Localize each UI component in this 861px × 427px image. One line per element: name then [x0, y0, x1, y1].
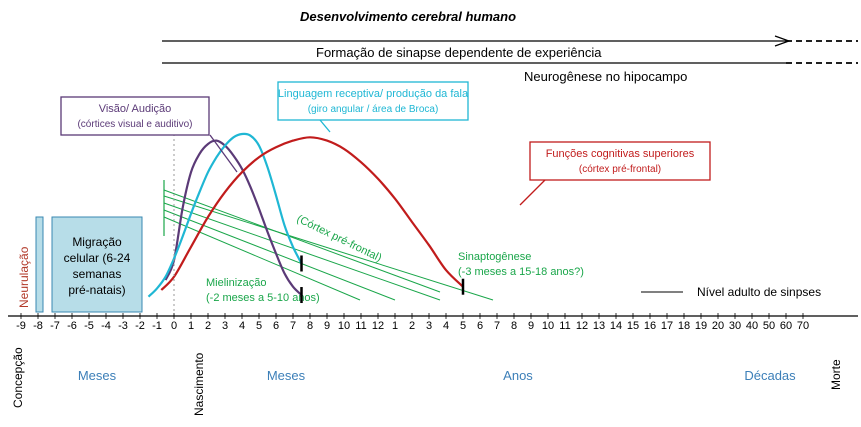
- green-line: [163, 189, 441, 293]
- x-tick-label: -1: [152, 320, 162, 332]
- x-tick-label: -7: [50, 320, 60, 332]
- synaptogenesis-label: Sinaptogênese: [458, 251, 531, 263]
- period-years: Anos: [503, 368, 533, 383]
- migration-label: celular (6-24: [64, 251, 131, 265]
- x-tick-label: 4: [443, 320, 449, 332]
- arrow-label: Neurogênese no hipocampo: [524, 69, 687, 84]
- x-tick-label: 7: [290, 320, 296, 332]
- series-label-connector: [319, 119, 331, 133]
- period-months-1: Meses: [78, 368, 117, 383]
- x-tick-label: 14: [610, 320, 622, 332]
- x-tick-label: 10: [338, 320, 350, 332]
- x-tick-label: 8: [307, 320, 313, 332]
- series-sub: (córtex pré-frontal): [579, 164, 661, 175]
- x-tick-label: 6: [477, 320, 483, 332]
- myelination-label: Mielinização: [206, 277, 267, 289]
- migration-box: [51, 216, 143, 313]
- x-tick-label: 7: [494, 320, 500, 332]
- series-label-box: [529, 141, 711, 181]
- x-tick-label: 15: [627, 320, 639, 332]
- x-tick-label: -4: [101, 320, 111, 332]
- migration-label: Migração: [72, 235, 122, 249]
- x-tick-label: -5: [84, 320, 94, 332]
- x-tick-label: 19: [695, 320, 707, 332]
- birth-label: Nascimento: [192, 352, 206, 416]
- x-tick-label: 8: [511, 320, 517, 332]
- series-label-box: [60, 96, 210, 136]
- x-tick-label: 18: [678, 320, 690, 332]
- x-tick-label: 13: [593, 320, 605, 332]
- x-tick-label: 3: [426, 320, 432, 332]
- x-tick-label: 60: [780, 320, 792, 332]
- x-tick-label: 5: [256, 320, 262, 332]
- x-tick-label: 3: [222, 320, 228, 332]
- migration-label: semanas: [73, 267, 122, 281]
- series-name: Visão/ Audição: [99, 103, 172, 115]
- vision-hearing-curve: [164, 139, 303, 296]
- death-label: Morte: [829, 359, 843, 390]
- series-sub: (córtices visual e auditivo): [77, 119, 192, 130]
- green-line: [163, 202, 441, 301]
- x-tick-label: 9: [528, 320, 534, 332]
- myelination-label: (-2 meses a 5-10 anos): [206, 292, 320, 304]
- green-line: [163, 195, 494, 301]
- neurulation-box: [35, 216, 44, 313]
- x-tick-label: 12: [372, 320, 384, 332]
- x-tick-label: -9: [16, 320, 26, 332]
- x-tick-label: 4: [239, 320, 245, 332]
- x-tick-label: 17: [661, 320, 673, 332]
- x-tick-label: 40: [746, 320, 758, 332]
- period-months-2: Meses: [267, 368, 306, 383]
- series-sub: (giro angular / área de Broca): [308, 104, 439, 115]
- adult-level-label: Nível adulto de sinpses: [697, 285, 821, 299]
- x-tick-label: 30: [729, 320, 741, 332]
- x-tick-label: 10: [542, 320, 554, 332]
- language-curve: [147, 132, 303, 298]
- x-tick-label: 11: [559, 320, 570, 332]
- series-name: Linguagem receptiva/ produção da fala: [278, 88, 469, 100]
- series-label-connector: [209, 134, 238, 173]
- x-tick-label: 2: [205, 320, 211, 332]
- period-decades: Décadas: [744, 368, 796, 383]
- x-tick-label: 20: [712, 320, 724, 332]
- x-tick-label: 5: [460, 320, 466, 332]
- arrow-label: Formação de sinapse dependente de experi…: [316, 45, 602, 60]
- x-tick-label: -2: [135, 320, 145, 332]
- x-tick-label: 0: [171, 320, 177, 332]
- chart-title: Desenvolvimento cerebral humano: [300, 9, 516, 24]
- x-tick-label: -3: [118, 320, 128, 332]
- series-name: Funções cognitivas superiores: [546, 148, 695, 160]
- x-tick-label: -8: [33, 320, 43, 332]
- x-tick-label: 1: [188, 320, 194, 332]
- x-tick-label: 2: [409, 320, 415, 332]
- neurulation-label: Neurulação: [17, 246, 31, 308]
- x-tick-label: 50: [763, 320, 775, 332]
- x-tick-label: 9: [324, 320, 330, 332]
- x-tick-label: 70: [797, 320, 809, 332]
- conception-label: Concepção: [11, 347, 25, 408]
- cortex-annotation: (Córtex pré-frontal): [295, 213, 384, 265]
- series-label-connector: [519, 179, 546, 206]
- x-tick-label: -6: [67, 320, 77, 332]
- green-line: [163, 216, 361, 301]
- migration-label: pré-natais): [68, 283, 125, 297]
- x-tick-label: 12: [576, 320, 588, 332]
- synaptogenesis-label: (-3 meses a 15-18 anos?): [458, 266, 584, 278]
- x-tick-label: 16: [644, 320, 656, 332]
- x-tick-label: 6: [273, 320, 279, 332]
- x-tick-label: 1: [392, 320, 398, 332]
- cognitive-curve: [160, 136, 464, 291]
- x-tick-label: 11: [355, 320, 366, 332]
- series-label-box: [277, 81, 469, 121]
